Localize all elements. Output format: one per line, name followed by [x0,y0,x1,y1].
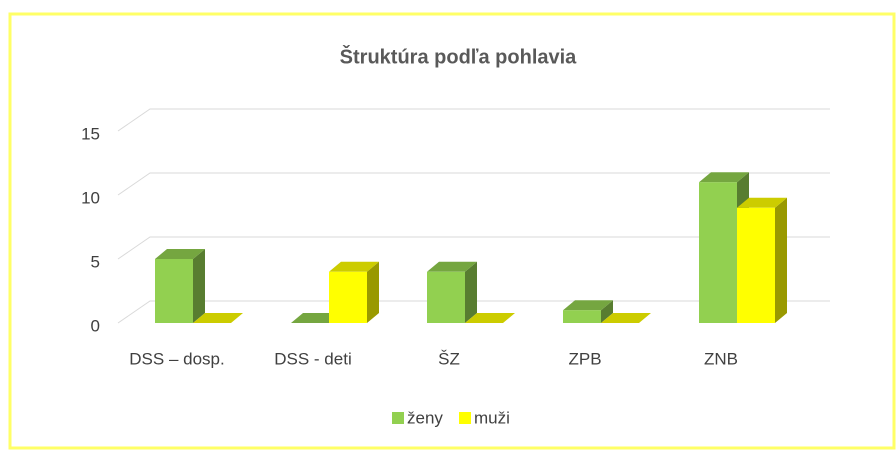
y-tick-label: 0 [91,316,100,335]
bar-side [193,249,205,323]
bar [699,182,737,323]
legend-label: ženy [407,408,443,427]
bar [329,271,367,323]
grid-line [117,108,830,132]
chart-title: Štruktúra podľa pohlavia [340,44,578,68]
bar-top [465,313,515,323]
y-tick-label: 15 [81,124,100,143]
bar [737,207,775,323]
bar-side [775,197,787,323]
bar-top [699,172,749,183]
grid-line [117,172,830,196]
bar-top [291,313,341,323]
legend-label: muži [474,408,510,427]
x-tick-label: DSS – dosp. [129,349,224,368]
bar-top [563,300,613,311]
bar [155,259,193,323]
y-tick-label: 5 [91,252,100,271]
bar-top [329,261,379,272]
y-tick-label: 10 [81,188,100,207]
legend-swatch [392,412,404,424]
bar [427,271,465,323]
bar [563,310,601,323]
grid-line [117,236,830,260]
bar-top [155,249,205,259]
x-tick-label: ZNB [704,349,738,368]
bar-side [601,300,613,323]
bar-side [367,261,379,323]
bar-top [737,197,787,208]
bar-top [427,261,477,272]
bar-top [193,313,243,323]
x-tick-label: DSS - deti [274,349,351,368]
x-tick-label: ŠZ [438,349,460,368]
bar-top [601,313,651,323]
legend-swatch [459,412,471,424]
bar-side [465,261,477,323]
x-tick-label: ZPB [568,349,601,368]
